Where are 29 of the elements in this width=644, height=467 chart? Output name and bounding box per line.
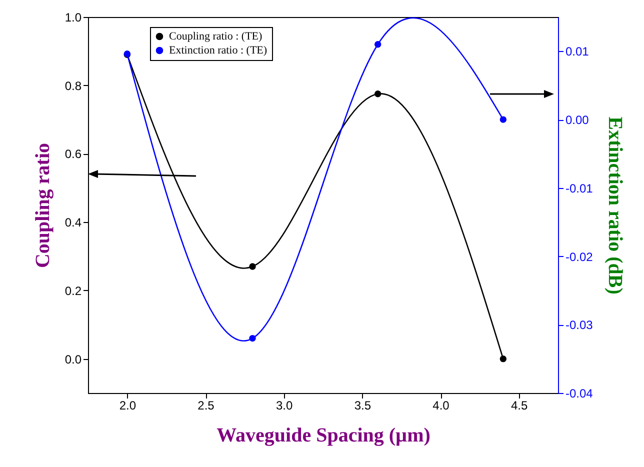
y2-tick-label: 0.01 [566, 44, 590, 59]
y-axis-title: Coupling ratio [32, 142, 54, 268]
y2-tick-label: -0.04 [566, 386, 594, 400]
point [500, 355, 507, 362]
y2-tick-label: -0.02 [566, 250, 594, 264]
y-tick-label: 0.2 [64, 284, 82, 298]
legend-label: Extinction ratio : (TE) [169, 44, 268, 56]
y-tick-label: 0.8 [64, 78, 82, 93]
x-axis-title: Waveguide Spacing (µm) [216, 424, 430, 446]
y-tick-label: 0.0 [64, 352, 82, 366]
x-tick-label: 2.0 [119, 398, 136, 412]
point [249, 263, 256, 270]
legend-label: Coupling ratio : (TE) [169, 30, 263, 42]
x-tick-label: 2.5 [198, 398, 215, 412]
point [500, 116, 507, 123]
y-tick-label: 1.0 [64, 10, 82, 24]
y-tick-label: 0.4 [64, 216, 82, 230]
x-tick-label: 3.5 [354, 398, 372, 412]
y2-tick-label: -0.03 [566, 318, 594, 332]
point [249, 334, 256, 342]
x-tick-label: 4.5 [510, 398, 528, 412]
y2-tick-label: -0.01 [566, 181, 594, 196]
x-tick-label: 3.0 [276, 398, 293, 412]
y2-tick-label: 0.00 [566, 113, 590, 128]
y2-axis-title: Extinction ratio (dB) [604, 116, 626, 294]
point [374, 90, 382, 98]
x-tick-label: 4.0 [432, 398, 450, 412]
point [374, 41, 382, 48]
y-tick-label: 0.6 [64, 147, 82, 162]
